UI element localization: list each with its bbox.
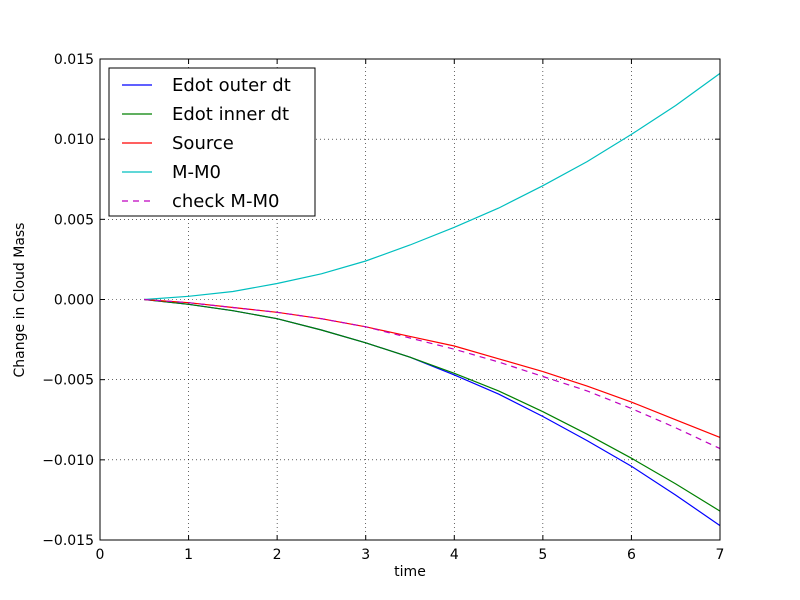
series-line-3 [144,72,721,301]
x-axis-label: time [394,564,426,580]
y-tick-label: 0.015 [54,52,94,68]
x-tick-label: 1 [184,547,193,563]
y-tick-label: 0.005 [54,212,94,228]
legend-label-4: check M-M0 [172,191,279,212]
x-tick-label: 2 [273,547,282,563]
legend-label-3: M-M0 [172,162,221,183]
y-tick-label: 0.010 [54,132,94,148]
legend-frame [108,67,316,217]
grid-lines [100,59,720,540]
x-tick-label: 7 [716,547,725,563]
series-line-4 [144,298,721,450]
y-axis-label: Change in Cloud Mass [12,223,28,378]
x-tick-label: 0 [96,547,105,563]
x-tick-label: 3 [361,547,370,563]
series-line-2 [144,298,721,438]
legend-label-2: Source [172,133,234,154]
x-tick-label: 5 [538,547,547,563]
x-tick-label: 6 [627,547,636,563]
y-tick-label: 0.000 [54,293,94,309]
y-tick-label: −0.010 [42,453,94,469]
x-tick-label: 4 [450,547,459,563]
y-tick-label: −0.005 [42,373,94,389]
legend-label-1: Edot inner dt [172,104,289,125]
series-lines [144,72,721,527]
legend-label-0: Edot outer dt [172,75,291,96]
series-line-1 [144,298,721,512]
y-tick-label: −0.015 [42,533,94,549]
tick-labels: 0 1 2 3 4 5 6 7 −0.015 −0.010 −0.005 0.000 0.005 0.01… [42,52,724,563]
legend: Edot outer dt Edot inner dt Source M-M0 chec… [108,67,316,217]
axis-ticks [99,58,721,541]
